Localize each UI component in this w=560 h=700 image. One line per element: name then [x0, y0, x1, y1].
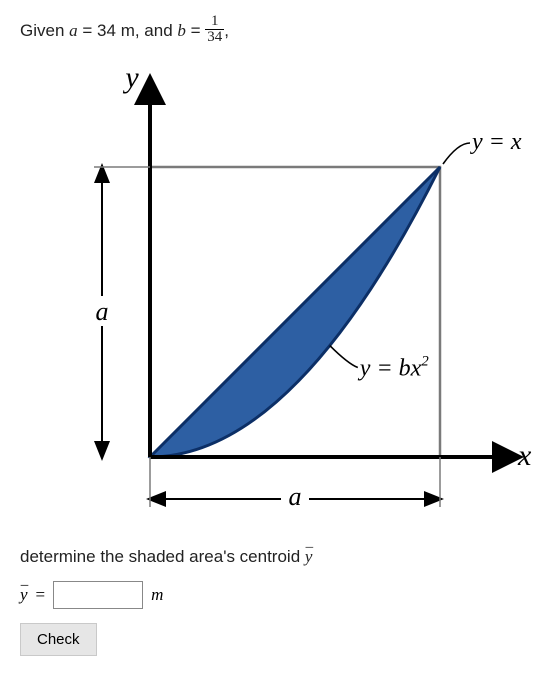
b-fraction: 1 34: [205, 14, 224, 45]
leader-line-bx2: [330, 346, 358, 368]
answer-unit: m: [151, 585, 163, 605]
answer-row: y = m: [20, 581, 540, 609]
a-value: 34: [97, 21, 116, 40]
check-button[interactable]: Check: [20, 623, 97, 656]
var-a: a: [69, 21, 78, 40]
label-y-eq-x: y = x: [470, 129, 522, 155]
answer-lhs: y: [20, 585, 28, 605]
answer-input[interactable]: [53, 581, 143, 609]
leader-line-yx: [443, 143, 470, 164]
line-y-eq-x: [150, 167, 440, 457]
dim-horizontal-label: a: [289, 482, 302, 511]
y-axis-label: y: [122, 61, 139, 94]
label-y-eq-bx2: y = bx2: [358, 354, 430, 382]
frac-den: 34: [205, 30, 224, 45]
ybar-symbol: y: [305, 547, 313, 567]
text-given: Given: [20, 21, 69, 40]
eq2: =: [191, 21, 206, 40]
x-axis-label: x: [517, 439, 532, 472]
answer-eq: =: [36, 585, 46, 605]
problem-statement: Given a = 34 m, and b = 1 34 ,: [20, 16, 540, 47]
frac-num: 1: [205, 14, 224, 30]
dim-vertical-label: a: [96, 297, 109, 326]
comma1: , and: [135, 21, 178, 40]
eq1: =: [82, 21, 97, 40]
a-unit: m: [121, 21, 135, 40]
comma2: ,: [224, 21, 229, 40]
diagram: y x y = x y = bx2 a a: [20, 57, 540, 537]
instruction-span: determine the shaded area's centroid: [20, 547, 305, 566]
instruction-text: determine the shaded area's centroid y: [20, 547, 540, 567]
var-b: b: [177, 21, 186, 40]
